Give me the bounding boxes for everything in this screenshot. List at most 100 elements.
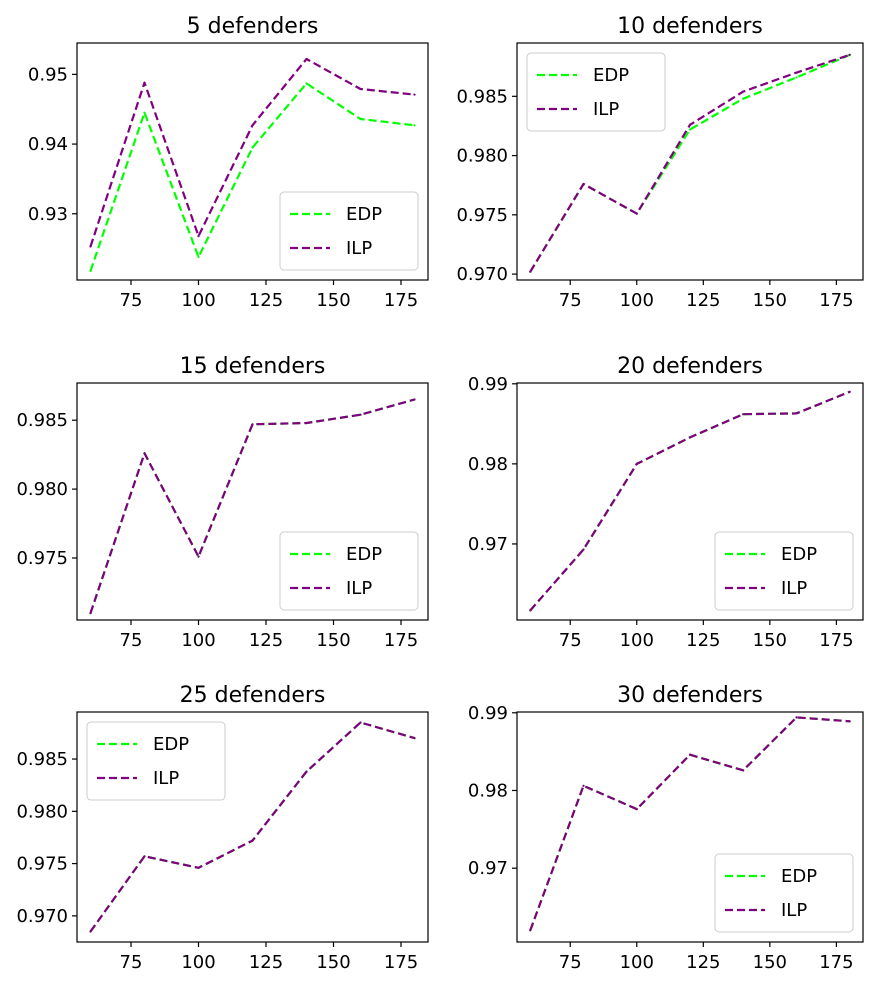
subplot-5-defenders: 5 defenders 75 100 125 150 175 0.93 0.94 0.95 EDP… — [28, 14, 429, 311]
data-point-ilp — [89, 245, 92, 248]
data-point-edp — [305, 82, 308, 85]
series-group — [89, 57, 416, 272]
legend-box — [279, 531, 419, 611]
legend: EDP ILP — [279, 191, 419, 271]
axes-frame — [516, 42, 864, 281]
data-point-ilp — [359, 87, 362, 91]
data-point-edp — [742, 97, 745, 100]
axes-frame — [516, 711, 864, 943]
x-tick-label: 75 — [559, 630, 582, 651]
data-point-ilp — [359, 413, 362, 416]
data-point-ilp — [197, 866, 200, 869]
subplot-30-defenders: 30 defenders 75 100 125 150 175 0.97 0.98 0.99 ED… — [468, 683, 864, 973]
y-tick-label: 0.95 — [28, 64, 68, 85]
data-point-ilp — [197, 555, 200, 558]
legend-label-edp: EDP — [346, 204, 382, 225]
data-point-ilp — [582, 784, 585, 787]
subplot-25-defenders: 25 defenders 75 100 125 150 175 0.970 0.975 0.98… — [16, 683, 429, 973]
x-tick-label: 100 — [181, 952, 215, 973]
legend-box — [714, 853, 854, 933]
subplot-15-defenders: 15 defenders 75 100 125 150 175 0.975 0.980 0.98… — [16, 354, 429, 651]
legend: EDP ILP — [86, 721, 226, 801]
x-tick-label: 175 — [819, 630, 853, 651]
axes-frame — [76, 711, 429, 943]
x-tick-label: 75 — [120, 290, 143, 311]
x-tick-label: 100 — [181, 630, 215, 651]
y-tick-label: 0.94 — [28, 134, 68, 155]
y-tick-label: 0.99 — [468, 374, 508, 395]
data-point-edp — [688, 128, 692, 131]
data-point-edp — [197, 255, 200, 259]
y-tick-label: 0.980 — [456, 146, 508, 167]
x-tick-label: 150 — [316, 952, 350, 973]
legend-label-ilp: ILP — [781, 900, 807, 921]
data-point-ilp — [582, 182, 585, 186]
y-tick-label: 0.985 — [16, 749, 68, 770]
data-point-ilp — [688, 123, 692, 126]
y-tick-label: 0.99 — [468, 703, 508, 724]
x-tick-label: 75 — [559, 290, 582, 311]
legend-label-ilp: ILP — [346, 578, 372, 599]
data-point-ilp — [89, 930, 92, 933]
x-tick-label: 150 — [753, 290, 787, 311]
data-point-ilp — [413, 398, 416, 401]
y-tick-label: 0.93 — [28, 204, 68, 225]
data-point-ilp — [413, 737, 416, 740]
legend-label-ilp: ILP — [781, 578, 807, 599]
data-point-ilp — [305, 57, 308, 61]
data-point-ilp — [251, 839, 254, 842]
chart-title: 20 defenders — [617, 354, 763, 379]
series-group — [529, 390, 851, 612]
data-point-ilp — [795, 716, 798, 719]
x-tick-label: 125 — [249, 952, 283, 973]
data-point-ilp — [529, 270, 532, 273]
data-point-ilp — [688, 753, 692, 756]
x-tick-label: 175 — [384, 630, 418, 651]
data-point-ilp — [359, 721, 362, 724]
legend-label-edp: EDP — [153, 734, 189, 755]
data-point-ilp — [795, 412, 798, 415]
legend-label-ilp: ILP — [346, 238, 372, 259]
legend-label-ilp: ILP — [593, 99, 619, 120]
series-group — [529, 716, 851, 932]
data-point-ilp — [848, 53, 851, 57]
x-tick-label: 125 — [686, 952, 720, 973]
y-tick-label: 0.975 — [16, 548, 68, 569]
data-point-ilp — [795, 71, 798, 74]
legend-box — [279, 191, 419, 271]
data-point-ilp — [529, 609, 532, 612]
x-tick-label: 125 — [249, 290, 283, 311]
x-tick-label: 150 — [753, 630, 787, 651]
legend-label-edp: EDP — [346, 544, 382, 565]
legend-box — [526, 52, 666, 132]
legend: EDP ILP — [714, 531, 854, 611]
data-point-ilp — [413, 93, 416, 96]
axes-frame — [76, 42, 429, 281]
x-tick-label: 125 — [686, 630, 720, 651]
data-point-ilp — [848, 720, 851, 723]
x-tick-label: 175 — [819, 290, 853, 311]
legend-label-edp: EDP — [781, 866, 817, 887]
x-tick-label: 100 — [620, 630, 654, 651]
data-point-ilp — [582, 548, 585, 551]
y-tick-label: 0.97 — [468, 534, 508, 555]
y-tick-label: 0.98 — [468, 780, 508, 801]
data-point-ilp — [305, 770, 308, 773]
series-group — [89, 398, 416, 615]
x-tick-label: 175 — [819, 952, 853, 973]
data-point-edp — [795, 76, 798, 79]
data-point-ilp — [305, 421, 308, 425]
legend: EDP ILP — [526, 52, 666, 132]
y-tick-label: 0.98 — [468, 454, 508, 475]
y-tick-label: 0.970 — [16, 906, 68, 927]
x-tick-label: 75 — [120, 630, 143, 651]
data-point-ilp — [742, 769, 745, 772]
data-point-edp — [143, 111, 146, 114]
legend-label-ilp: ILP — [153, 768, 179, 789]
legend: EDP ILP — [279, 531, 419, 611]
chart-title: 15 defenders — [180, 354, 326, 379]
chart-title: 25 defenders — [180, 683, 326, 708]
axes-frame — [76, 382, 429, 621]
data-point-ilp — [742, 413, 745, 416]
data-point-ilp — [251, 423, 254, 426]
